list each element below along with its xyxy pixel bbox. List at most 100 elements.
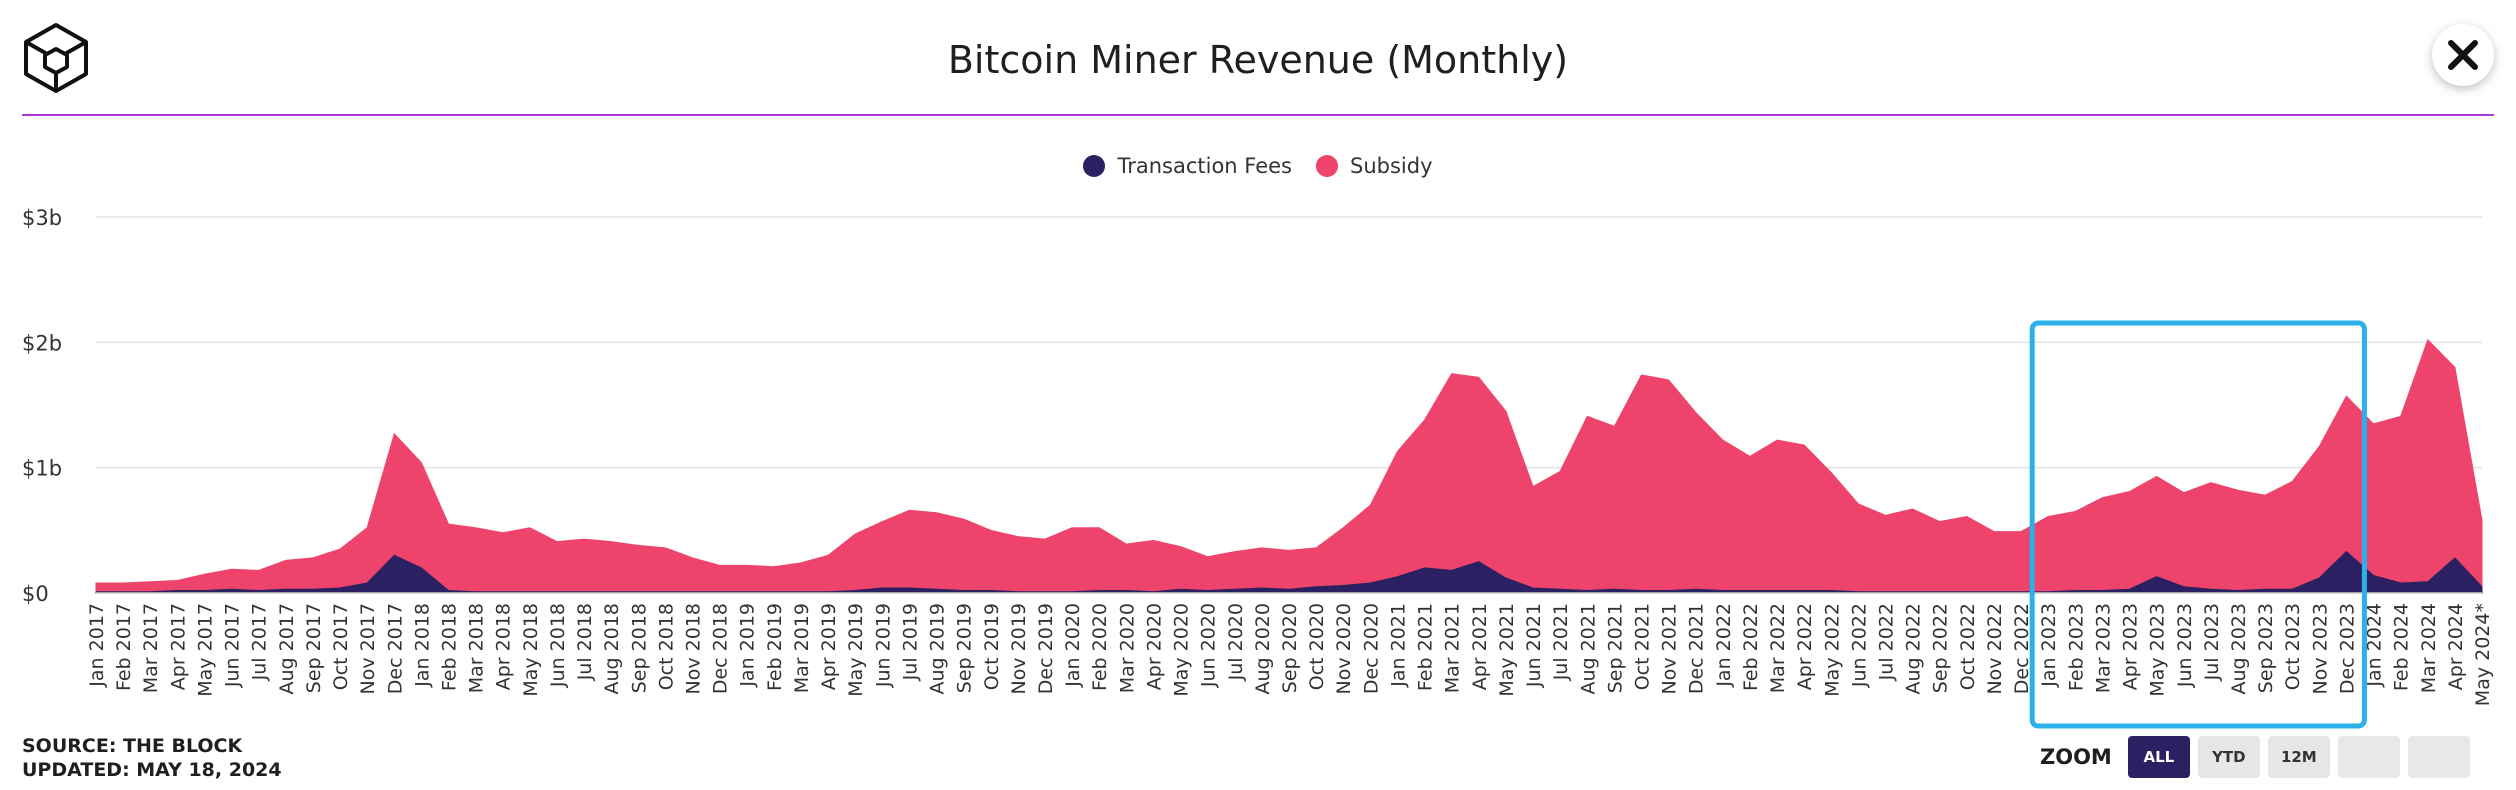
x-tick-label: Oct 2017 — [330, 603, 352, 690]
x-tick-label: May 2023 — [2147, 603, 2169, 697]
x-tick-label: Jun 2021 — [1523, 603, 1545, 688]
x-tick-label: Mar 2024 — [2418, 603, 2440, 693]
x-tick-label: Aug 2023 — [2228, 603, 2250, 695]
x-tick-label: May 2024* — [2472, 603, 2494, 706]
legend-swatch-transaction-fees — [1083, 155, 1106, 177]
x-tick-label: Jul 2022 — [1876, 603, 1898, 681]
x-tick-label: Aug 2022 — [1903, 603, 1925, 695]
x-tick-label: Nov 2022 — [1984, 603, 2006, 694]
x-tick-label: Feb 2018 — [439, 603, 461, 691]
x-tick-label: Nov 2019 — [1008, 603, 1030, 694]
x-tick-label: May 2020 — [1171, 603, 1193, 697]
x-tick-label: Apr 2018 — [493, 603, 515, 690]
legend-label-transaction-fees: Transaction Fees — [1117, 154, 1292, 178]
header-divider — [22, 114, 2494, 116]
x-tick-label: Sep 2017 — [303, 603, 325, 693]
x-tick-label: Jun 2023 — [2174, 603, 2196, 688]
x-tick-label: Feb 2024 — [2391, 603, 2413, 691]
x-tick-label: Jan 2020 — [1062, 603, 1084, 688]
x-tick-label: Oct 2018 — [655, 603, 677, 690]
x-tick-label: Mar 2021 — [1442, 603, 1464, 693]
x-tick-label: Apr 2022 — [1794, 603, 1816, 690]
x-tick-label: Dec 2022 — [2011, 603, 2033, 694]
x-tick-label: Dec 2017 — [384, 603, 406, 694]
x-tick-label: Jul 2018 — [574, 603, 596, 681]
x-tick-label: May 2017 — [195, 603, 217, 697]
close-button[interactable] — [2432, 24, 2494, 86]
x-tick-label: Dec 2020 — [1360, 603, 1382, 694]
zoom-extra-button-2[interactable] — [2407, 736, 2470, 778]
x-tick-label: Aug 2019 — [927, 603, 949, 695]
the-block-logo-icon — [24, 23, 88, 93]
x-tick-label: Oct 2020 — [1306, 603, 1328, 690]
x-tick-label: Jun 2017 — [222, 603, 244, 688]
chart-footer: SOURCE: THE BLOCK UPDATED: MAY 18, 2024 — [22, 734, 282, 782]
series-area-subsidy — [95, 338, 2483, 593]
x-tick-label: Jun 2022 — [1848, 603, 1870, 688]
source-text: SOURCE: THE BLOCK — [22, 735, 243, 757]
x-tick-label: Jul 2019 — [899, 603, 921, 681]
x-tick-label: Aug 2018 — [601, 603, 623, 695]
x-tick-label: Mar 2022 — [1767, 603, 1789, 693]
page-title: Bitcoin Miner Revenue (Monthly) — [947, 38, 1569, 82]
x-tick-label: May 2021 — [1496, 603, 1518, 697]
x-tick-label: Dec 2023 — [2336, 603, 2358, 694]
zoom-controls: ZOOM ALL YTD 12M — [2040, 736, 2470, 778]
x-tick-label: Apr 2017 — [167, 603, 189, 690]
x-tick-label: Jun 2020 — [1198, 603, 1220, 688]
y-tick-label: $3b — [22, 206, 62, 230]
x-tick-label: Dec 2018 — [710, 603, 732, 694]
x-tick-label: Apr 2021 — [1469, 603, 1491, 690]
zoom-all-button[interactable]: ALL — [2127, 736, 2190, 778]
x-tick-label: Jul 2017 — [249, 603, 271, 681]
x-tick-label: Sep 2019 — [954, 603, 976, 693]
legend-label-subsidy: Subsidy — [1350, 154, 1433, 178]
x-tick-label: Nov 2023 — [2309, 603, 2331, 694]
x-tick-label: Jan 2022 — [1713, 603, 1735, 688]
x-tick-label: Mar 2017 — [140, 603, 162, 693]
x-tick-label: Apr 2019 — [818, 603, 840, 690]
zoom-extra-button-1[interactable] — [2337, 736, 2400, 778]
x-tick-label: Jul 2020 — [1225, 603, 1247, 681]
header: Bitcoin Miner Revenue (Monthly) — [0, 0, 2516, 114]
x-tick-label: Aug 2020 — [1252, 603, 1274, 695]
legend-swatch-subsidy — [1316, 155, 1338, 177]
chart-legend: Transaction Fees Subsidy — [0, 154, 2516, 178]
series-area-transaction-fees — [95, 550, 2483, 594]
legend-item-subsidy[interactable]: Subsidy — [1316, 154, 1433, 178]
x-tick-label: Nov 2021 — [1659, 603, 1681, 694]
x-tick-label: Sep 2023 — [2255, 603, 2277, 693]
x-tick-label: Mar 2018 — [466, 603, 488, 693]
x-tick-label: May 2018 — [520, 603, 542, 697]
x-tick-label: Mar 2023 — [2092, 603, 2114, 693]
x-tick-label: Jan 2023 — [2038, 603, 2060, 688]
x-tick-label: Jan 2024 — [2364, 603, 2386, 688]
updated-text: UPDATED: MAY 18, 2024 — [22, 759, 282, 781]
x-tick-label: Sep 2018 — [628, 603, 650, 693]
x-tick-label: Apr 2023 — [2120, 603, 2142, 690]
x-tick-label: Oct 2021 — [1632, 603, 1654, 690]
x-tick-label: Oct 2023 — [2282, 603, 2304, 690]
x-tick-label: May 2019 — [845, 603, 867, 697]
x-tick-label: Mar 2019 — [791, 603, 813, 693]
x-tick-label: Sep 2022 — [1930, 603, 1952, 693]
y-tick-label: $0 — [22, 582, 49, 606]
x-tick-label: Sep 2021 — [1604, 603, 1626, 693]
x-tick-label: Jan 2021 — [1388, 603, 1410, 688]
x-tick-label: Sep 2020 — [1279, 603, 1301, 693]
x-tick-label: Aug 2021 — [1577, 603, 1599, 695]
zoom-12m-button[interactable]: 12M — [2267, 736, 2330, 778]
x-tick-label: Dec 2019 — [1035, 603, 1057, 694]
x-tick-label: Apr 2020 — [1143, 603, 1165, 690]
x-tick-label: Feb 2022 — [1740, 603, 1762, 691]
zoom-ytd-button[interactable]: YTD — [2197, 736, 2260, 778]
x-tick-label: Apr 2024 — [2445, 603, 2467, 690]
x-tick-label: Jan 2017 — [86, 603, 108, 688]
x-tick-label: Nov 2018 — [683, 603, 705, 694]
legend-item-transaction-fees[interactable]: Transaction Fees — [1083, 154, 1292, 178]
x-tick-label: Nov 2017 — [357, 603, 379, 694]
x-tick-label: Jan 2019 — [737, 603, 759, 688]
x-tick-label: Feb 2021 — [1415, 603, 1437, 691]
x-tick-label: Jul 2023 — [2201, 603, 2223, 681]
x-tick-label: Oct 2022 — [1957, 603, 1979, 690]
